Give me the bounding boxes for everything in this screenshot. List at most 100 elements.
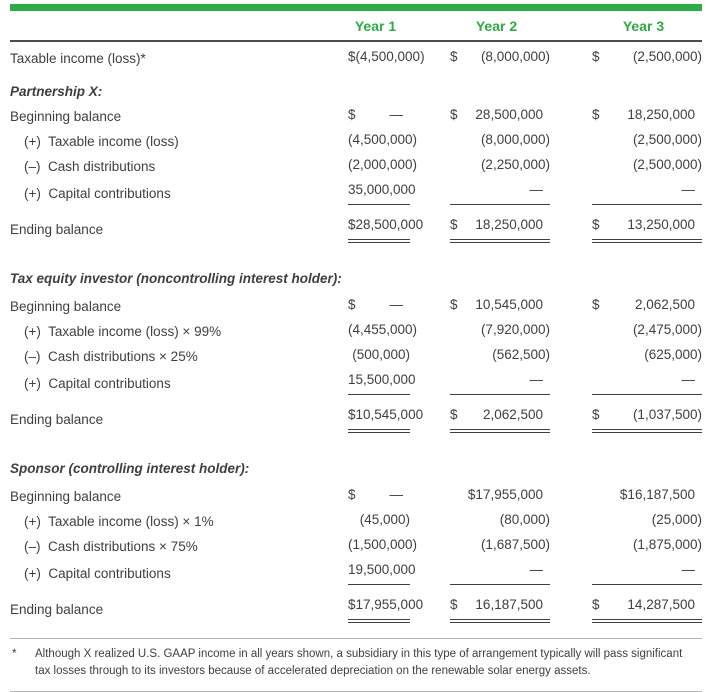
dollar-sign: $ bbox=[348, 106, 356, 122]
dollar-sign: $ bbox=[450, 48, 458, 64]
dollar-sign: $ bbox=[450, 406, 458, 422]
amount-value: (8,000,000) bbox=[480, 131, 550, 147]
dollar-sign: $ bbox=[450, 106, 458, 122]
row-label: Ending balance bbox=[10, 602, 104, 617]
amount-value: (4,500,000) bbox=[355, 48, 425, 64]
amount-value: 2,062,500 bbox=[634, 296, 695, 312]
amount-value: $16,187,500 bbox=[619, 486, 695, 502]
amount-cell-year-2: (1,687,500) bbox=[450, 537, 550, 557]
amount-value: 13,250,000 bbox=[627, 216, 695, 232]
amount-value: (80,000) bbox=[499, 511, 550, 527]
amount-value: (2,000,000) bbox=[348, 156, 418, 172]
footnote: * Although X realized U.S. GAAP income i… bbox=[10, 638, 702, 692]
dollar-sign: $ bbox=[592, 106, 600, 122]
row-label: Taxable income (loss)* bbox=[10, 51, 146, 66]
dollar-sign: $ bbox=[348, 296, 356, 312]
amount-cell-year-2: $2,062,500 bbox=[450, 407, 550, 433]
row-label: Ending balance bbox=[10, 222, 104, 237]
dollar-sign: $ bbox=[348, 48, 356, 64]
amount-cell-year-2: $16,187,500 bbox=[450, 597, 550, 623]
amount-cell-year-3: $18,250,000 bbox=[592, 107, 702, 127]
table-row: (+) Capital contributions 35,000,000 — — bbox=[10, 179, 702, 208]
amount-cell-year-3: $ (2,500,000) bbox=[592, 49, 702, 69]
column-header-year-3: Year 3 bbox=[622, 17, 665, 34]
amount-value: 28,500,000 bbox=[355, 216, 424, 232]
amount-value: 18,250,000 bbox=[475, 216, 543, 232]
dollar-sign: $ bbox=[348, 406, 356, 422]
amount-value: — bbox=[389, 486, 404, 502]
table-row: (–) Cash distributions (2,000,000) (2,25… bbox=[10, 154, 702, 179]
amount-value: $17,955,000 bbox=[467, 486, 543, 502]
table-row: (+) Capital contributions 19,500,000 — — bbox=[10, 559, 702, 588]
column-header-year-1: Year 1 bbox=[354, 17, 397, 34]
section-rows: Beginning balance $ — $17,955,000 $16,187… bbox=[10, 484, 702, 623]
amount-cell-year-2: (2,250,000) bbox=[450, 157, 550, 177]
section-rows: Taxable income (loss)* $ (4,500,000) $ (8,… bbox=[10, 46, 702, 71]
row-label: (–) Cash distributions × 25% bbox=[24, 349, 198, 364]
amount-cell-year-1: $ — bbox=[348, 487, 410, 507]
amount-cell-year-2: $10,545,000 bbox=[450, 297, 550, 317]
amount-value: (2,500,000) bbox=[632, 156, 702, 172]
row-label: (+) Capital contributions bbox=[24, 376, 171, 391]
column-header-year-2: Year 2 bbox=[475, 17, 518, 34]
amount-value: 17,955,000 bbox=[355, 596, 424, 612]
section-rows: Beginning balance $ — $10,545,000 $2,062,… bbox=[10, 294, 702, 433]
amount-value: — bbox=[529, 182, 544, 197]
table-row: Ending balance $17,955,000 $16,187,500 $… bbox=[10, 596, 702, 623]
table-row: (+) Capital contributions 15,500,000 — — bbox=[10, 369, 702, 398]
section-rows: Beginning balance $ — $28,500,000 $18,250… bbox=[10, 104, 702, 243]
amount-cell-year-1: (45,000) bbox=[348, 512, 410, 532]
amount-cell-year-1: $ — bbox=[348, 107, 410, 127]
dollar-sign: $ bbox=[348, 216, 356, 232]
amount-value: (1,037,500) bbox=[632, 406, 702, 422]
amount-cell-year-2: $ (8,000,000) bbox=[450, 49, 550, 69]
amount-cell-year-3: (1,875,000) bbox=[592, 537, 702, 557]
dollar-sign: $ bbox=[348, 486, 356, 502]
table-row: Ending balance $10,545,000 $2,062,500 $ (… bbox=[10, 406, 702, 433]
amount-cell-year-1: (4,500,000) bbox=[348, 132, 417, 152]
table-row: Beginning balance $ — $17,955,000 $16,187… bbox=[10, 484, 702, 509]
table-row: (+) Taxable income (loss) × 99% (4,455,0… bbox=[10, 319, 702, 344]
amount-cell-year-1: $ (4,500,000) bbox=[348, 48, 425, 69]
dollar-sign: $ bbox=[348, 596, 356, 612]
amount-cell-year-1: (2,000,000) bbox=[348, 157, 417, 177]
row-label: Beginning balance bbox=[10, 109, 122, 124]
table-row: Beginning balance $ — $10,545,000 $2,062,… bbox=[10, 294, 702, 319]
amount-value: (1,687,500) bbox=[480, 536, 550, 552]
amount-cell-year-3: — bbox=[592, 372, 702, 395]
amount-value: 18,250,000 bbox=[627, 106, 695, 122]
amount-value: (2,500,000) bbox=[632, 131, 702, 147]
amount-cell-year-3: (625,000) bbox=[592, 347, 702, 367]
amount-cell-year-3: (2,500,000) bbox=[592, 132, 702, 152]
dollar-sign: $ bbox=[592, 406, 600, 422]
amount-cell-year-3: (2,475,000) bbox=[592, 322, 702, 342]
amount-value: (45,000) bbox=[359, 511, 410, 527]
amount-cell-year-1: (1,500,000) bbox=[348, 537, 417, 557]
amount-value: — bbox=[529, 562, 544, 577]
amount-value: 10,545,000 bbox=[355, 406, 424, 422]
dollar-sign: $ bbox=[592, 596, 600, 612]
table-row: Taxable income (loss)* $ (4,500,000) $ (8,… bbox=[10, 46, 702, 71]
amount-cell-year-2: $17,955,000 bbox=[450, 487, 550, 507]
amount-cell-year-3: $13,250,000 bbox=[592, 217, 702, 243]
row-label: (–) Cash distributions bbox=[24, 159, 156, 174]
table-row: (–) Cash distributions × 75% (1,500,000)… bbox=[10, 534, 702, 559]
amount-value: (1,875,000) bbox=[632, 536, 702, 552]
row-label: Beginning balance bbox=[10, 489, 122, 504]
amount-cell-year-3: $2,062,500 bbox=[592, 297, 702, 317]
amount-value: (2,475,000) bbox=[632, 321, 702, 337]
amount-value: 19,500,000 bbox=[348, 562, 416, 577]
amount-value: (25,000) bbox=[651, 511, 702, 527]
footnote-text: Although X realized U.S. GAAP income in … bbox=[35, 648, 683, 678]
row-label: (–) Cash distributions × 75% bbox=[24, 539, 198, 554]
amount-value: — bbox=[681, 372, 696, 387]
table-header-row: Year 1 Year 2 Year 3 bbox=[10, 11, 702, 42]
amount-cell-year-1: 19,500,000 bbox=[348, 562, 416, 585]
amount-value: (7,920,000) bbox=[480, 321, 550, 337]
row-label: (+) Taxable income (loss) bbox=[24, 134, 179, 149]
amount-cell-year-1: $ — bbox=[348, 297, 410, 317]
amount-cell-year-2: — bbox=[450, 562, 550, 585]
amount-value: (1,500,000) bbox=[348, 536, 418, 552]
row-label: (+) Taxable income (loss) × 99% bbox=[24, 324, 222, 339]
table-section: Sponsor (controlling interest holder): B… bbox=[10, 456, 702, 623]
